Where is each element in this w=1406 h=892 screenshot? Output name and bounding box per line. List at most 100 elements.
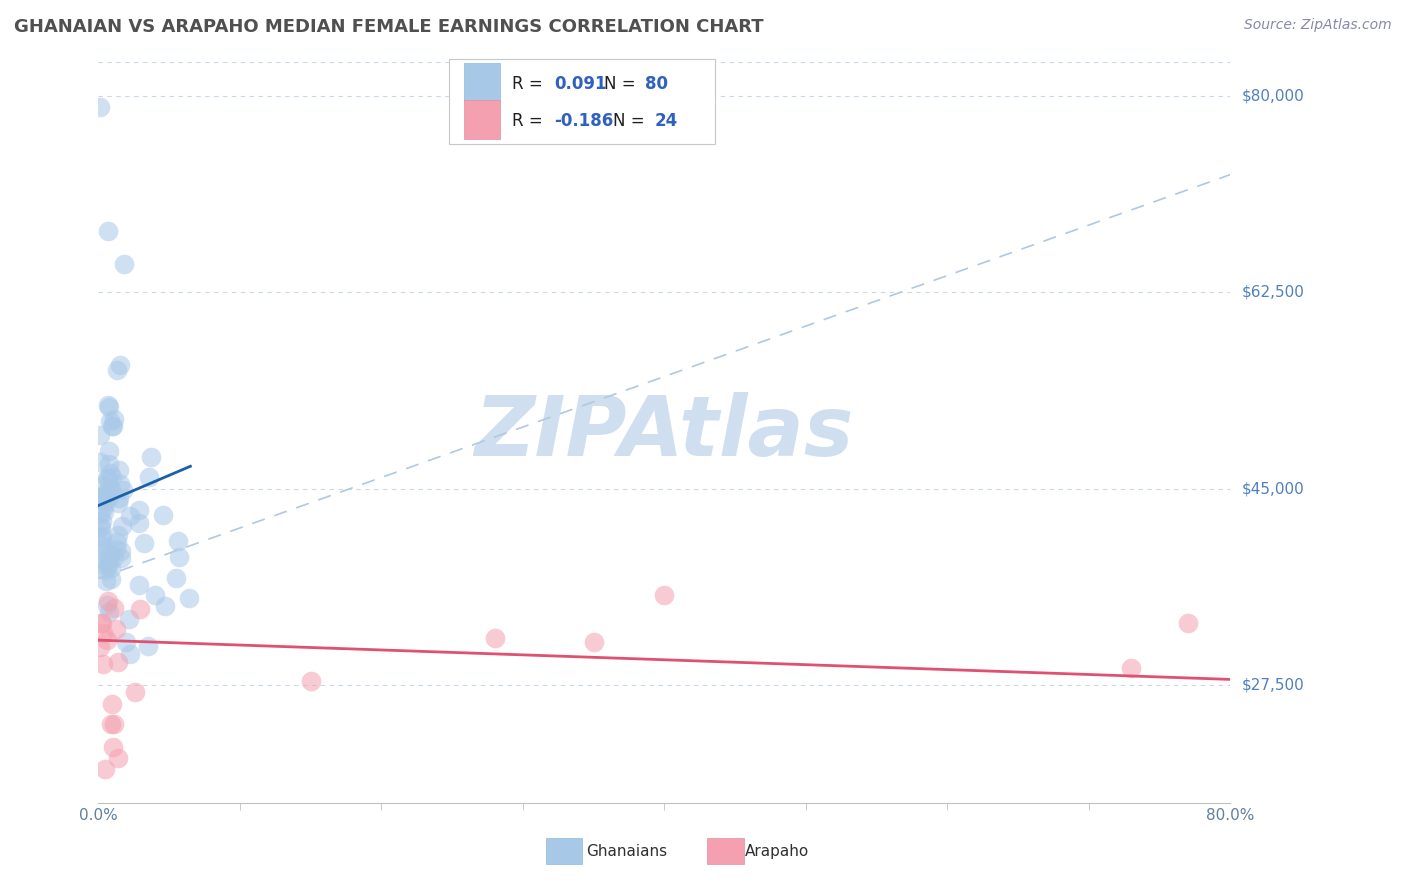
Point — [98, 547, 121, 561]
Point — [90, 514, 112, 528]
Point — [167, 533, 190, 548]
Point — [105, 534, 128, 549]
Point — [107, 655, 129, 669]
Point — [124, 685, 146, 699]
Point — [101, 419, 124, 434]
Point — [107, 496, 129, 510]
Point — [118, 647, 141, 661]
Point — [100, 483, 122, 497]
Point — [299, 674, 322, 689]
Point — [107, 528, 129, 542]
Text: GHANAIAN VS ARAPAHO MEDIAN FEMALE EARNINGS CORRELATION CHART: GHANAIAN VS ARAPAHO MEDIAN FEMALE EARNIN… — [14, 18, 763, 36]
Point — [136, 639, 159, 653]
Text: 0.091: 0.091 — [554, 75, 607, 93]
Point — [91, 616, 114, 631]
Text: 80: 80 — [645, 75, 668, 93]
Point — [91, 501, 114, 516]
Point — [1177, 616, 1199, 631]
Point — [138, 470, 160, 484]
Point — [89, 100, 111, 114]
Text: R =: R = — [512, 112, 547, 129]
Point — [484, 631, 506, 645]
Point — [93, 540, 115, 554]
Point — [103, 739, 125, 754]
Point — [97, 444, 120, 458]
Point — [89, 640, 111, 655]
Point — [96, 471, 118, 485]
Point — [103, 716, 125, 731]
Text: 24: 24 — [654, 112, 678, 129]
Point — [97, 559, 120, 574]
Text: N =: N = — [613, 112, 651, 129]
Point — [141, 450, 163, 465]
Point — [582, 634, 605, 648]
Point — [90, 616, 112, 631]
Point — [91, 657, 114, 671]
Point — [100, 698, 122, 712]
FancyBboxPatch shape — [464, 100, 501, 138]
Point — [152, 508, 174, 522]
Point — [91, 538, 114, 552]
Point — [91, 528, 114, 542]
Point — [97, 224, 120, 238]
Point — [128, 516, 150, 531]
Point — [179, 591, 201, 605]
Point — [652, 589, 676, 603]
Text: N =: N = — [605, 75, 641, 93]
Point — [89, 557, 111, 571]
Point — [143, 588, 166, 602]
Point — [169, 549, 191, 564]
Point — [107, 751, 129, 765]
Point — [96, 633, 118, 648]
Point — [100, 418, 122, 433]
Point — [98, 482, 121, 496]
Point — [100, 717, 122, 731]
Point — [93, 505, 115, 519]
Point — [103, 412, 125, 426]
Point — [128, 503, 150, 517]
Point — [153, 599, 176, 613]
Point — [89, 520, 111, 534]
Point — [105, 622, 128, 636]
Point — [97, 555, 120, 569]
Point — [111, 519, 134, 533]
Point — [98, 414, 121, 428]
Point — [107, 491, 129, 505]
Point — [98, 490, 121, 504]
Point — [112, 483, 135, 497]
Text: ZIPAtlas: ZIPAtlas — [475, 392, 853, 473]
Point — [97, 594, 120, 608]
Point — [100, 560, 122, 574]
Point — [98, 457, 121, 471]
Point — [128, 577, 150, 591]
Y-axis label: Median Female Earnings: Median Female Earnings — [0, 339, 7, 526]
Point — [108, 477, 131, 491]
Point — [1121, 661, 1143, 675]
Point — [93, 493, 115, 508]
Point — [91, 626, 114, 640]
Text: $45,000: $45,000 — [1241, 481, 1305, 496]
Point — [96, 574, 118, 588]
Point — [97, 398, 120, 412]
FancyBboxPatch shape — [450, 59, 716, 144]
Point — [96, 599, 118, 613]
Point — [165, 571, 187, 585]
Point — [108, 463, 131, 477]
Point — [97, 400, 120, 414]
Point — [110, 544, 132, 558]
Point — [90, 520, 112, 534]
Text: Ghanaians: Ghanaians — [586, 845, 668, 859]
Point — [132, 535, 155, 549]
Text: -0.186: -0.186 — [554, 112, 614, 129]
Point — [105, 363, 128, 377]
Point — [91, 478, 114, 492]
Point — [93, 563, 115, 577]
Point — [96, 473, 118, 487]
Text: Arapaho: Arapaho — [745, 845, 810, 859]
Point — [94, 554, 117, 568]
Point — [89, 428, 111, 442]
Point — [112, 257, 135, 271]
Text: $80,000: $80,000 — [1241, 88, 1305, 103]
Point — [128, 602, 150, 616]
Point — [94, 546, 117, 560]
